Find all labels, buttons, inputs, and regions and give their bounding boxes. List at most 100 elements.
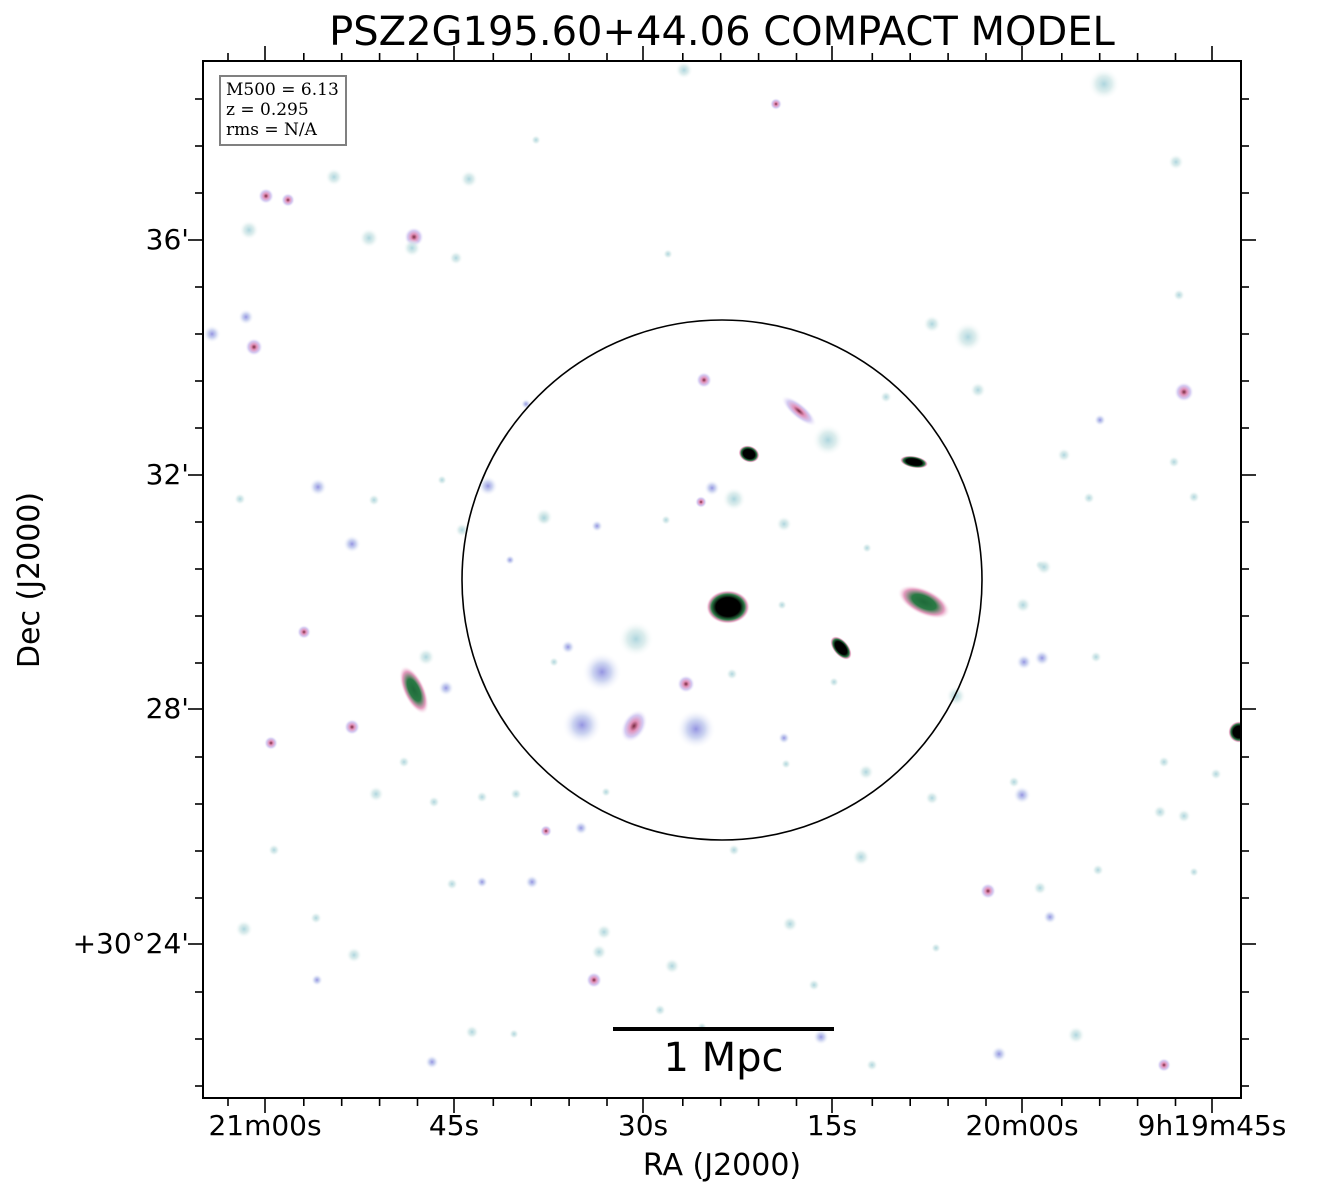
radio-source <box>722 487 746 511</box>
radio-source <box>449 251 463 265</box>
radio-source <box>615 704 654 747</box>
sky-image <box>204 62 1240 1097</box>
bright-radio-source <box>736 442 762 465</box>
radio-source <box>1188 491 1200 503</box>
radio-source <box>1174 382 1194 402</box>
radio-source <box>268 844 280 856</box>
radio-source <box>776 516 792 532</box>
radio-source <box>238 309 254 325</box>
radio-source <box>509 1029 519 1039</box>
radio-source <box>510 788 522 800</box>
radio-source <box>476 791 488 803</box>
x-tick-label: 15s <box>807 1110 857 1142</box>
radio-source <box>1067 1026 1085 1044</box>
radio-source <box>1015 597 1031 613</box>
radio-source <box>264 736 278 750</box>
radio-source <box>311 974 323 986</box>
radio-source <box>1034 650 1050 666</box>
radio-source <box>728 844 740 856</box>
radio-source <box>601 787 611 797</box>
radio-source <box>235 920 253 938</box>
radio-source <box>661 515 671 525</box>
radio-source <box>204 325 221 343</box>
radio-source <box>1168 154 1184 170</box>
radio-source <box>428 796 440 808</box>
radio-source <box>297 625 311 639</box>
bright-radio-source <box>826 632 856 663</box>
info-box: M500 = 6.13 z = 0.295 rms = N/A <box>219 75 347 146</box>
y-tick-label: 32' <box>146 460 189 490</box>
radio-source <box>781 759 791 769</box>
sky-image-frame: M500 = 6.13 z = 0.295 rms = N/A 1 Mpc <box>202 60 1242 1099</box>
radio-source <box>770 98 782 110</box>
radio-source <box>1210 768 1222 780</box>
radio-source <box>778 732 790 744</box>
scalebar-line <box>613 1027 834 1031</box>
radio-source <box>1083 492 1095 504</box>
radio-source <box>812 424 844 456</box>
radio-source <box>476 876 488 888</box>
radio-source <box>425 1055 439 1069</box>
radio-source <box>531 135 541 145</box>
y-tick-label: +30°24' <box>73 929 189 959</box>
radio-source <box>654 1004 666 1016</box>
radio-source <box>325 168 343 186</box>
radio-source <box>1177 809 1191 823</box>
radio-source <box>852 848 870 866</box>
radio-source <box>663 249 673 259</box>
radio-source <box>525 875 539 889</box>
radio-source <box>1153 805 1167 819</box>
radio-source <box>446 878 458 890</box>
radio-source <box>1090 651 1102 663</box>
radio-source <box>1043 910 1057 924</box>
mass-text: M500 = 6.13 <box>226 80 339 100</box>
radio-source <box>591 944 607 960</box>
radio-source <box>596 924 612 940</box>
radio-source <box>346 947 362 963</box>
radio-source <box>695 496 707 508</box>
radio-source <box>478 476 498 496</box>
x-tick-label: 20m00s <box>965 1110 1078 1142</box>
radio-source <box>1157 1058 1171 1072</box>
radio-source <box>417 648 435 666</box>
radio-source <box>1173 289 1185 301</box>
radio-source <box>505 555 515 565</box>
radio-source <box>281 193 295 207</box>
radio-sources <box>204 62 1240 1072</box>
radio-source <box>245 338 263 356</box>
radio-source <box>862 543 872 553</box>
radio-source <box>359 228 379 248</box>
radio-source <box>829 677 839 687</box>
radio-source <box>1189 867 1199 877</box>
radio-source <box>777 600 787 610</box>
radio-source <box>540 825 552 837</box>
radio-source <box>677 675 695 693</box>
radio-source <box>777 391 821 432</box>
radio-source <box>537 511 551 525</box>
x-axis-label: RA (J2000) <box>202 1148 1242 1184</box>
radio-source <box>1092 864 1104 876</box>
radio-source <box>866 1059 878 1071</box>
radio-source <box>239 220 259 240</box>
radio-source <box>1168 456 1180 468</box>
y-tick-label: 28' <box>146 694 189 724</box>
y-tick-label: 36' <box>146 225 189 255</box>
radio-source <box>561 640 575 654</box>
radio-source <box>925 791 939 805</box>
y-axis-label: Dec (J2000) <box>12 492 48 668</box>
radio-source <box>437 475 447 485</box>
radio-source <box>676 709 716 749</box>
radio-source <box>403 239 421 257</box>
radio-source <box>1016 654 1032 670</box>
radio-source <box>726 668 738 680</box>
radio-source <box>344 719 360 735</box>
radio-source <box>675 62 693 79</box>
radio-source <box>310 912 322 924</box>
bright-radio-source <box>899 454 929 471</box>
bright-radio-source <box>706 590 750 624</box>
redshift-text: z = 0.295 <box>226 100 339 120</box>
radio-source <box>970 382 986 398</box>
radio-source <box>574 821 588 835</box>
radio-source <box>465 1025 479 1039</box>
radio-source <box>368 494 380 506</box>
